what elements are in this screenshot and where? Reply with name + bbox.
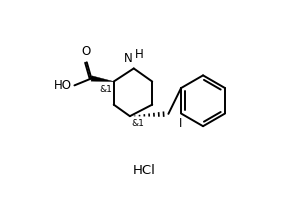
Text: I: I [179,117,183,130]
Text: HO: HO [54,79,72,92]
Text: H: H [135,48,144,61]
Text: O: O [81,45,91,58]
Text: HCl: HCl [133,164,156,177]
Polygon shape [91,76,114,81]
Text: N: N [124,52,133,65]
Text: &1: &1 [131,119,144,128]
Text: &1: &1 [99,85,112,94]
